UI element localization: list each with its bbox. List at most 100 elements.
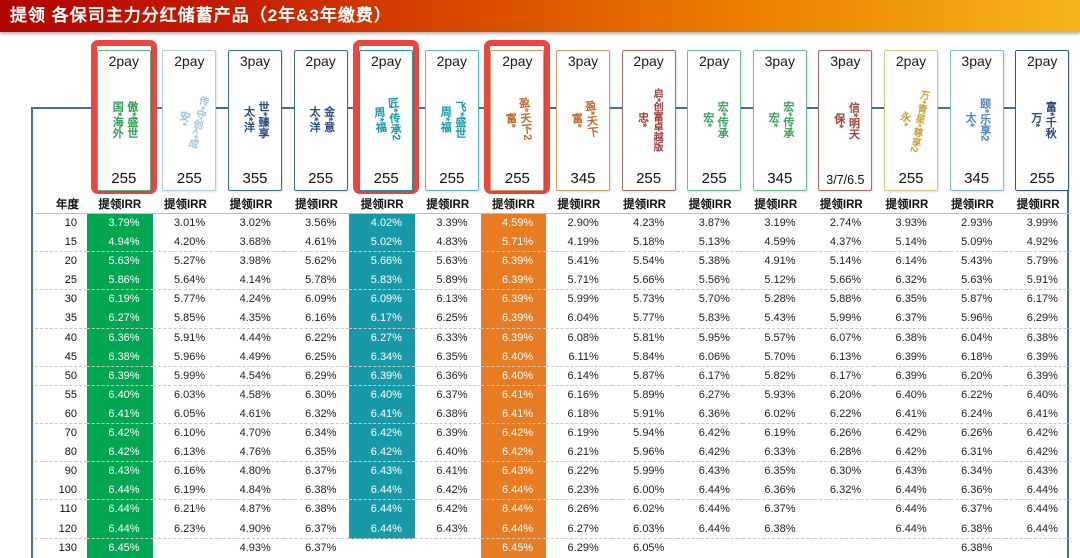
irr-cell: 6.43% <box>1026 465 1058 478</box>
product-name: 富*千秋 <box>1044 100 1057 139</box>
highlight-frame <box>353 40 420 194</box>
product-card: 2pay 金*意 太*洋 255 <box>293 50 348 191</box>
irr-cell: 4.91% <box>764 255 796 268</box>
pay-term-label: 2pay <box>436 53 467 69</box>
irr-cell: 5.63% <box>436 255 468 268</box>
irr-cell: 6.37% <box>764 503 796 516</box>
irr-header: 提领IRR <box>283 196 350 214</box>
table-row: 35 6.27% 5.85% 4.35% 6.16% 6.17% 6.25% 6.39% 6.0… <box>35 309 1071 329</box>
irr-cell: 6.44% <box>698 503 730 516</box>
product-name-vertical: 信*明天 保* <box>832 68 860 174</box>
irr-cell: 5.66% <box>349 252 415 272</box>
year-cell: 50 <box>35 367 87 386</box>
table-row: 25 5.86% 5.64% 4.14% 5.78% 5.83% 5.89% 6.39% 5.7… <box>35 271 1071 291</box>
irr-cell: 6.43% <box>349 462 415 482</box>
irr-cell: 6.41% <box>480 404 547 425</box>
table-row: 100 6.44% 6.19% 4.84% 6.38% 6.44% 6.42% 6.44% 6.… <box>35 481 1071 501</box>
irr-cell: 6.11% <box>546 348 612 367</box>
irr-cell: 6.05% <box>152 405 219 425</box>
irr-cell: 6.09% <box>305 293 337 306</box>
irr-cell: 6.35% <box>895 293 927 306</box>
irr-cell: 6.41% <box>874 405 940 425</box>
irr-cell: 5.43% <box>961 255 993 268</box>
irr-cell: 6.22% <box>961 388 993 401</box>
irr-cell: 5.66% <box>808 271 875 291</box>
irr-cell: 6.07% <box>829 331 862 344</box>
irr-cell <box>743 539 809 558</box>
table-row: 40 6.36% 5.91% 4.44% 6.22% 6.27% 6.33% 6.39% 6.0… <box>35 328 1071 348</box>
irr-cell: 6.42% <box>87 424 153 444</box>
year-cell: 15 <box>35 233 87 253</box>
irr-cell: 6.05% <box>633 541 665 554</box>
irr-header: 提领IRR <box>480 196 547 214</box>
irr-cell: 6.29% <box>283 367 350 386</box>
irr-cell: 3.98% <box>239 255 271 268</box>
irr-cell <box>808 520 875 539</box>
irr-cell: 6.34% <box>305 427 337 440</box>
irr-cell: 6.42% <box>87 443 153 463</box>
pay-term-label: 2pay <box>174 53 205 69</box>
product-card: 3pay 盈*天下 富* 345 <box>556 50 610 191</box>
irr-header: 提领IRR <box>808 196 875 214</box>
irr-cell: 4.37% <box>808 233 875 253</box>
irr-cell: 6.39% <box>349 366 415 386</box>
highlight-frame <box>484 40 551 194</box>
product-card: 3pay 颐*乐享2 太* 345 <box>949 50 1004 191</box>
company-name: 万* <box>1029 111 1042 128</box>
pay-term-label: 3pay <box>764 53 795 69</box>
irr-cell: 6.44% <box>895 503 927 516</box>
irr-cell: 3.99% <box>1026 217 1058 229</box>
pay-term-label: 2pay <box>371 53 402 69</box>
irr-cell: 6.40% <box>480 366 547 386</box>
year-cell: 100 <box>35 481 87 501</box>
plan-value: 255 <box>504 170 530 187</box>
irr-cell: 4.94% <box>87 233 153 253</box>
irr-cell: 4.80% <box>239 465 271 478</box>
product-name: 飞*盛世 <box>453 100 466 139</box>
irr-cell: 6.13% <box>152 443 219 463</box>
irr-cell: 6.38% <box>305 503 337 516</box>
product-card: 2pay 传*守创<*成 安* 255 <box>162 50 217 191</box>
product-name-vertical: 宏*传承 宏* <box>767 68 794 171</box>
irr-cell: 6.30% <box>829 465 862 478</box>
irr-cell: 6.36% <box>677 405 743 425</box>
year-cell: 120 <box>35 520 87 539</box>
irr-cell: 5.13% <box>677 233 743 253</box>
year-cell: 20 <box>64 255 77 268</box>
irr-cell: 4.59% <box>742 233 809 253</box>
year-cell: 90 <box>64 465 77 478</box>
irr-cell: 6.32% <box>874 271 940 291</box>
irr-cell: 6.29% <box>1005 309 1071 329</box>
irr-cell: 6.40% <box>87 385 153 405</box>
irr-cell: 6.26% <box>961 427 993 440</box>
irr-cell: 6.33% <box>436 331 468 344</box>
irr-cell: 6.42% <box>895 427 927 440</box>
irr-cell: 5.83% <box>349 271 415 291</box>
irr-cell: 6.43% <box>698 465 730 478</box>
irr-cell: 3.01% <box>173 217 206 229</box>
irr-cell: 6.38% <box>742 520 809 539</box>
irr-cell: 5.70% <box>698 293 730 306</box>
product-name: 世*臻享 <box>257 100 270 139</box>
irr-cell: 6.17% <box>808 367 875 386</box>
irr-cell: 6.36% <box>939 481 1006 501</box>
irr-cell: 6.36% <box>414 367 481 386</box>
irr-cell: 6.37% <box>961 503 993 516</box>
irr-cell: 6.43% <box>895 465 927 478</box>
irr-cell: 5.62% <box>305 255 337 268</box>
irr-cell: 6.44% <box>874 481 940 501</box>
page-title: 提领 各保司主力分红储蓄产品（2年&3年缴费） <box>10 6 392 25</box>
irr-cell: 6.39% <box>87 366 153 386</box>
table-row: 55 6.40% 6.03% 4.58% 6.30% 6.40% 6.37% 6.41% 6.1… <box>35 385 1071 405</box>
irr-cell: 4.35% <box>218 309 284 329</box>
pay-term-label: 3pay <box>830 53 861 69</box>
irr-cell: 5.79% <box>1026 255 1058 268</box>
irr-cell: 6.17% <box>349 309 415 329</box>
irr-cell: 6.04% <box>961 331 993 344</box>
irr-cell: 6.34% <box>349 347 415 367</box>
irr-cell: 6.43% <box>414 520 481 539</box>
irr-header: 提领IRR <box>677 196 743 214</box>
irr-cell: 6.39% <box>480 309 547 329</box>
product-name-vertical: 飞*盛世 周*福 <box>439 68 466 171</box>
irr-cell: 5.96% <box>939 309 1006 329</box>
